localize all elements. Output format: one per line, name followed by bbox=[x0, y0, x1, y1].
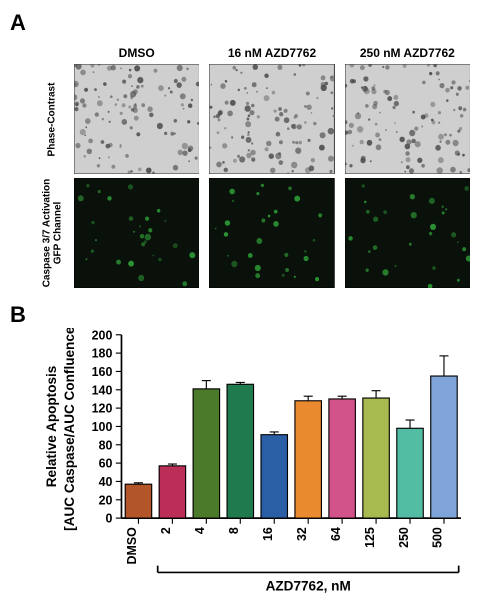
col-header: DMSO bbox=[74, 46, 199, 60]
svg-text:[AUC Caspase/AUC Confluence]: [AUC Caspase/AUC Confluence] bbox=[62, 328, 77, 531]
svg-text:250: 250 bbox=[397, 527, 411, 548]
svg-text:AZD7762, nM: AZD7762, nM bbox=[266, 579, 351, 594]
bar bbox=[125, 484, 151, 518]
svg-text:180: 180 bbox=[92, 347, 113, 361]
svg-text:60: 60 bbox=[99, 457, 113, 471]
svg-text:40: 40 bbox=[99, 475, 113, 489]
panel-a: A DMSO 16 nM AZD7762 250 nM AZD7762 Phas… bbox=[10, 10, 490, 288]
svg-text:4: 4 bbox=[193, 527, 207, 534]
bar bbox=[329, 399, 355, 518]
micrograph-phase-250nm bbox=[345, 64, 470, 174]
bar bbox=[261, 435, 287, 518]
svg-text:200: 200 bbox=[92, 328, 113, 342]
svg-text:120: 120 bbox=[92, 402, 113, 416]
bar bbox=[397, 428, 423, 518]
panel-a-label: A bbox=[10, 10, 26, 35]
panel-b: B 0 20 40 60 80 100 120 140 160 180 200 DMSO 2 4 8 16 32… bbox=[10, 302, 490, 605]
bar bbox=[193, 389, 219, 518]
row-label-text: Caspase 3/7 ActivationGFP Channel bbox=[41, 179, 63, 288]
micrograph-gfp-dmso bbox=[74, 178, 199, 288]
svg-text:2: 2 bbox=[159, 527, 173, 534]
bar bbox=[159, 466, 185, 518]
svg-text:20: 20 bbox=[99, 493, 113, 507]
svg-text:500: 500 bbox=[431, 527, 445, 548]
svg-text:160: 160 bbox=[92, 365, 113, 379]
svg-text:16: 16 bbox=[261, 527, 275, 541]
row-label-phase: Phase-Contrast bbox=[40, 64, 64, 174]
row-label-caspase: Caspase 3/7 ActivationGFP Channel bbox=[40, 178, 64, 288]
svg-text:Relative Apoptosis: Relative Apoptosis bbox=[44, 366, 59, 488]
svg-text:125: 125 bbox=[363, 527, 377, 548]
svg-text:140: 140 bbox=[92, 383, 113, 397]
col-header: 250 nM AZD7762 bbox=[345, 46, 470, 60]
svg-text:80: 80 bbox=[99, 438, 113, 452]
col-header: 16 nM AZD7762 bbox=[209, 46, 334, 60]
bar bbox=[363, 398, 389, 518]
figure-a-grid: DMSO 16 nM AZD7762 250 nM AZD7762 Phase-… bbox=[40, 40, 470, 288]
panel-b-label: B bbox=[10, 302, 26, 327]
svg-text:32: 32 bbox=[295, 527, 309, 541]
row-label-text: Phase-Contrast bbox=[47, 82, 58, 156]
svg-text:100: 100 bbox=[92, 420, 113, 434]
svg-text:0: 0 bbox=[105, 512, 112, 526]
svg-text:DMSO: DMSO bbox=[125, 527, 139, 565]
bar bbox=[295, 401, 321, 518]
bar-chart-svg: 0 20 40 60 80 100 120 140 160 180 200 DMSO 2 4 8 16 32 64… bbox=[40, 328, 470, 600]
bar bbox=[431, 376, 457, 518]
micrograph-gfp-16nm bbox=[209, 178, 334, 288]
svg-text:8: 8 bbox=[227, 527, 241, 534]
bar bbox=[227, 384, 253, 518]
micrograph-phase-dmso bbox=[74, 64, 199, 174]
bar-chart: 0 20 40 60 80 100 120 140 160 180 200 DMSO 2 4 8 16 32 64… bbox=[40, 328, 470, 605]
micrograph-gfp-250nm bbox=[345, 178, 470, 288]
micrograph-phase-16nm bbox=[209, 64, 334, 174]
svg-text:64: 64 bbox=[329, 527, 343, 541]
